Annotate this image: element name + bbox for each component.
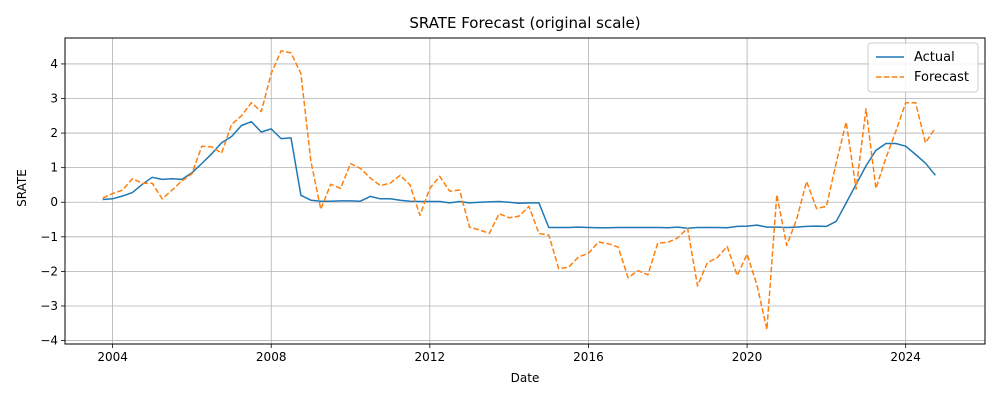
chart-title: SRATE Forecast (original scale) xyxy=(409,14,640,32)
y-tick-label: −3 xyxy=(40,299,58,313)
series-line-forecast xyxy=(102,50,937,331)
y-axis-ticks: −4 −3 −2 −1 0 1 2 3 4 xyxy=(40,57,65,348)
x-axis-label: Date xyxy=(511,371,540,385)
x-tick-label: 2024 xyxy=(890,350,921,364)
series-line-actual xyxy=(102,120,936,229)
y-tick-label: −1 xyxy=(40,230,58,244)
y-tick-label: 4 xyxy=(50,57,58,71)
y-axis-label: SRATE xyxy=(15,169,29,207)
y-tick-label: 3 xyxy=(50,92,58,106)
y-tick-label: −2 xyxy=(40,264,58,278)
x-tick-label: 2016 xyxy=(573,350,604,364)
x-tick-label: 2008 xyxy=(256,350,287,364)
x-tick-label: 2020 xyxy=(732,350,763,364)
plot-lines xyxy=(102,50,937,331)
y-tick-label: 2 xyxy=(50,126,58,140)
x-tick-label: 2004 xyxy=(97,350,128,364)
plot-frame xyxy=(64,37,986,345)
x-axis-ticks: 2004 2008 2012 2016 2020 2024 xyxy=(97,344,921,364)
y-tick-label: 1 xyxy=(50,161,58,175)
y-tick-label: −4 xyxy=(40,334,58,348)
legend-label-actual: Actual xyxy=(914,50,955,65)
legend: Actual Forecast xyxy=(867,42,979,93)
x-tick-label: 2012 xyxy=(415,350,446,364)
legend-label-forecast: Forecast xyxy=(914,70,969,85)
legend-box xyxy=(867,42,979,93)
y-tick-label: 0 xyxy=(50,195,58,209)
